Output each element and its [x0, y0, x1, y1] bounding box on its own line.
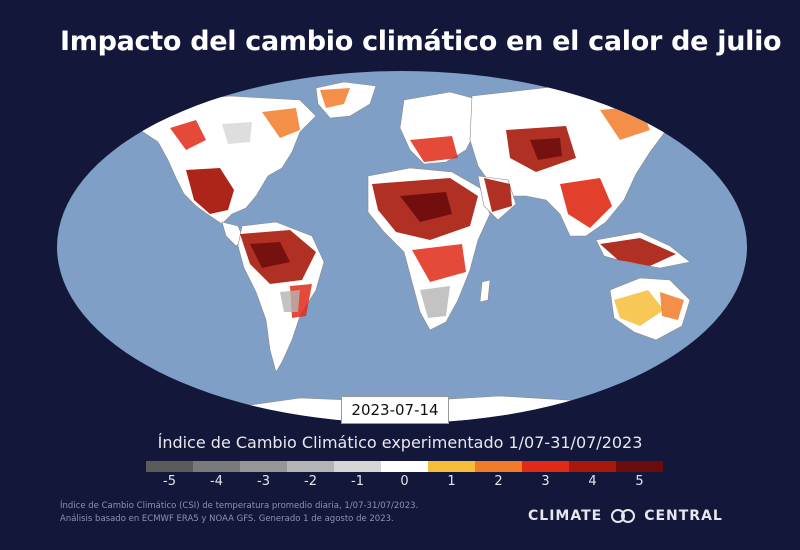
footnote-line-1: Índice de Cambio Climático (CSI) de temp…: [60, 501, 419, 511]
footnote: Índice de Cambio Climático (CSI) de temp…: [60, 500, 460, 526]
climate-central-logo-icon: [611, 509, 636, 523]
legend-tick-label: -1: [351, 474, 364, 489]
climate-central-brand: CLIMATE CENTRAL: [528, 507, 723, 525]
legend-swatch: [522, 461, 569, 472]
legend-title: Índice de Cambio Climático experimentado…: [157, 433, 643, 452]
legend-swatch: [569, 461, 616, 472]
legend-swatch: [287, 461, 334, 472]
legend-tick-label: 4: [588, 474, 597, 489]
legend-tick-label: 5: [635, 474, 644, 489]
footnote-line-2: Análisis basado en ECMWF ERA5 y NOAA GFS…: [60, 514, 394, 524]
legend-tick-label: 2: [494, 474, 503, 489]
legend-swatch: [616, 461, 663, 472]
legend-swatch: [240, 461, 287, 472]
legend-swatch: [381, 461, 428, 472]
legend-tick-label: 0: [400, 474, 409, 489]
date-label: 2023-07-14: [341, 396, 449, 424]
legend-swatch: [428, 461, 475, 472]
legend-tick-labels: -5 -4 -3 -2 -1 0 1 2 3 4 5: [146, 474, 666, 492]
brand-right-text: CENTRAL: [644, 508, 723, 524]
legend-tick-label: 3: [541, 474, 550, 489]
heat-anomaly-layer: [170, 88, 684, 410]
legend-tick-label: 1: [447, 474, 456, 489]
madagascar: [479, 279, 491, 303]
legend-tick-label: -4: [210, 474, 223, 489]
legend-tick-label: -5: [163, 474, 176, 489]
legend-swatch: [475, 461, 522, 472]
legend-swatch: [146, 461, 193, 472]
brand-left-text: CLIMATE: [528, 508, 603, 524]
legend-tick-label: -2: [304, 474, 317, 489]
page-title: Impacto del cambio climático en el calor…: [60, 26, 782, 57]
legend-swatch: [193, 461, 240, 472]
legend-tick-label: -3: [257, 474, 270, 489]
legend-swatch: [334, 461, 381, 472]
new-zealand: [699, 329, 717, 357]
legend-color-bar: [146, 461, 663, 472]
